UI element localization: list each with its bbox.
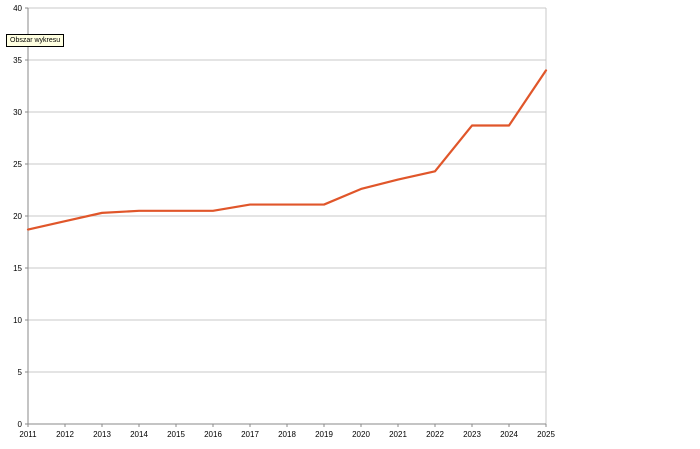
data-point bbox=[212, 210, 214, 212]
data-point bbox=[27, 229, 29, 231]
y-tick-label: 30 bbox=[13, 108, 22, 117]
data-point bbox=[397, 179, 399, 181]
data-point bbox=[545, 69, 547, 71]
x-tick-label: 2016 bbox=[204, 430, 222, 439]
x-tick-label: 2012 bbox=[56, 430, 74, 439]
y-tick-label: 15 bbox=[13, 264, 22, 273]
data-point bbox=[101, 212, 103, 214]
data-point bbox=[471, 125, 473, 127]
series-line-0 bbox=[26, 69, 548, 231]
gridlines bbox=[28, 7, 547, 425]
data-point bbox=[249, 204, 251, 206]
y-tick-label: 0 bbox=[18, 420, 23, 429]
x-tick-label: 2022 bbox=[426, 430, 444, 439]
data-point bbox=[175, 210, 177, 212]
y-tick-label: 20 bbox=[13, 212, 22, 221]
y-tick-label: 10 bbox=[13, 316, 22, 325]
x-tick-label: 2018 bbox=[278, 430, 296, 439]
x-tick-label: 2013 bbox=[93, 430, 111, 439]
data-point bbox=[360, 188, 362, 190]
y-tick-label: 5 bbox=[18, 368, 23, 377]
x-tick-label: 2025 bbox=[537, 430, 555, 439]
x-tick-label: 2011 bbox=[19, 430, 37, 439]
y-tick-label: 25 bbox=[13, 160, 22, 169]
data-point bbox=[323, 204, 325, 206]
series-layer bbox=[26, 69, 548, 231]
data-point bbox=[434, 170, 436, 172]
data-point bbox=[138, 210, 140, 212]
x-tick-label: 2015 bbox=[167, 430, 185, 439]
data-point bbox=[286, 204, 288, 206]
x-tick-label: 2014 bbox=[130, 430, 148, 439]
chart-area-tooltip: Obszar wykresu bbox=[6, 34, 65, 47]
x-tick-label: 2023 bbox=[463, 430, 481, 439]
x-tick-label: 2021 bbox=[389, 430, 407, 439]
x-tick-label: 2020 bbox=[352, 430, 370, 439]
axes bbox=[25, 7, 547, 427]
x-tick-label: 2024 bbox=[500, 430, 518, 439]
data-point bbox=[508, 125, 510, 127]
x-tick-label: 2019 bbox=[315, 430, 333, 439]
y-tick-label: 40 bbox=[13, 4, 22, 13]
data-point bbox=[64, 220, 66, 222]
x-tick-label: 2017 bbox=[241, 430, 259, 439]
y-tick-label: 35 bbox=[13, 56, 22, 65]
